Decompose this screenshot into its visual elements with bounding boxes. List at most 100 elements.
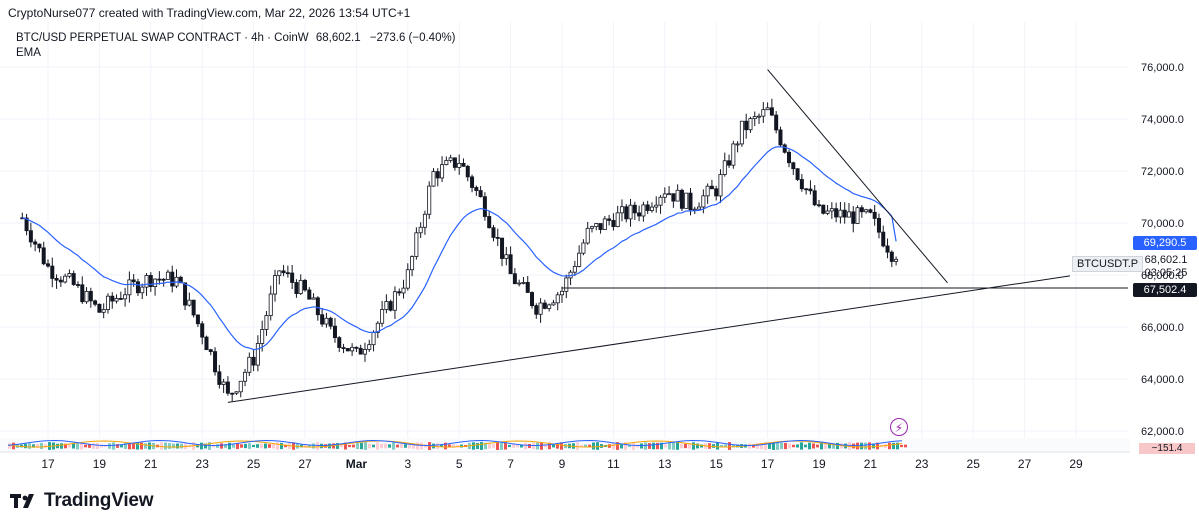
candle	[470, 174, 475, 193]
oscillator-bar	[440, 444, 443, 448]
candle	[577, 245, 582, 268]
candle	[328, 316, 333, 330]
candle	[191, 299, 196, 318]
price-axis-label: 74,000.0	[1141, 114, 1184, 126]
candle	[461, 158, 466, 167]
candle	[277, 270, 282, 285]
oscillator-bar	[864, 442, 867, 450]
oscillator-bar	[320, 443, 323, 449]
candle	[384, 294, 389, 314]
legend: BTC/USD PERPETUAL SWAP CONTRACT · 4h · C…	[16, 31, 456, 61]
candle	[812, 185, 817, 207]
candle	[667, 186, 672, 196]
candle	[302, 278, 307, 292]
candle	[778, 126, 783, 148]
candle	[24, 213, 29, 236]
candle	[161, 278, 166, 287]
oscillator-bar	[68, 444, 71, 448]
candle	[534, 303, 539, 319]
candle	[722, 152, 727, 177]
candle	[821, 204, 826, 215]
oscillator-bar	[560, 442, 563, 450]
oscillator-bar	[128, 442, 131, 450]
candle	[752, 111, 757, 127]
candle	[157, 271, 162, 285]
indicator-ema-label[interactable]: EMA	[16, 47, 41, 59]
candle	[538, 298, 543, 323]
candle	[594, 222, 599, 231]
candle	[757, 113, 762, 124]
candle	[662, 187, 667, 204]
oscillator-bar	[224, 444, 227, 448]
candle	[315, 296, 320, 321]
oscillator-bar	[484, 442, 487, 450]
falling-trendline[interactable]	[767, 69, 948, 284]
oscillator-bar	[264, 443, 267, 449]
oscillator-bar	[140, 442, 143, 450]
oscillator-bar	[416, 442, 419, 450]
oscillator-bar	[392, 442, 395, 450]
candle	[894, 256, 899, 266]
oscillator-bar	[300, 444, 303, 448]
oscillator-bar	[540, 442, 543, 450]
candle	[825, 205, 830, 216]
candle	[230, 392, 235, 402]
oscillator-bar	[520, 444, 523, 448]
rising-trendline[interactable]	[227, 275, 1071, 403]
oscillator-bar	[532, 442, 535, 450]
candle	[320, 307, 325, 327]
oscillator-bar	[508, 444, 511, 448]
candle	[714, 185, 719, 201]
last-price: 68,602.1	[315, 32, 361, 44]
oscillator-bar	[492, 444, 495, 448]
oscillator-bar	[720, 444, 723, 448]
price-axis-label: 72,000.0	[1141, 166, 1184, 178]
candle	[410, 255, 415, 277]
candle	[568, 269, 573, 286]
candle	[581, 239, 586, 256]
oscillator-bar	[368, 443, 371, 449]
oscillator-bar	[800, 442, 803, 450]
tradingview-logo[interactable]: TradingView	[10, 490, 154, 512]
candle	[153, 278, 158, 296]
candle	[208, 348, 213, 356]
oscillator-bar	[748, 443, 751, 449]
oscillator-bar	[412, 443, 415, 449]
oscillator-bar	[584, 444, 587, 448]
last-price-tag: 68,602.1	[1144, 254, 1188, 266]
candle	[829, 202, 834, 219]
candle	[127, 271, 132, 303]
candle	[260, 320, 265, 352]
time-axis[interactable]: 17 19 21 23 25 27 Mar 3 5 7 9 11 13 15 17 19 21 23 25 27 29	[41, 457, 1083, 471]
oscillator-bar	[588, 444, 591, 448]
oscillator-bar	[772, 442, 775, 450]
price-axis[interactable]: 76,000.0 74,000.0 72,000.0 70,000.0 68,000.0…	[1141, 62, 1184, 438]
candle	[71, 270, 76, 286]
oscillator-bar	[284, 444, 287, 448]
candle	[521, 277, 526, 285]
candle	[718, 169, 723, 203]
candle	[735, 141, 740, 153]
candle	[195, 314, 200, 327]
candle	[58, 276, 63, 287]
candle	[110, 292, 115, 309]
oscillator-bar	[736, 444, 739, 448]
oscillator-bar	[404, 444, 407, 448]
lightning-icon[interactable]: ⚡	[890, 418, 908, 436]
time-axis-label: 23	[915, 457, 929, 471]
candle	[414, 227, 419, 260]
oscillator-bar	[788, 443, 791, 449]
candle	[838, 201, 843, 224]
candle	[517, 279, 522, 287]
oscillator-bar	[792, 444, 795, 448]
oscillator-bar	[524, 442, 527, 450]
oscillator-line	[7, 439, 903, 447]
candle	[88, 287, 93, 308]
oscillator-bar	[868, 442, 871, 450]
oscillator-bar	[896, 442, 899, 450]
candle	[392, 286, 397, 320]
oscillator-bar	[240, 444, 243, 448]
symbol-line[interactable]: BTC/USD PERPETUAL SWAP CONTRACT · 4h · C…	[16, 32, 309, 44]
oscillator-bar	[444, 442, 447, 450]
